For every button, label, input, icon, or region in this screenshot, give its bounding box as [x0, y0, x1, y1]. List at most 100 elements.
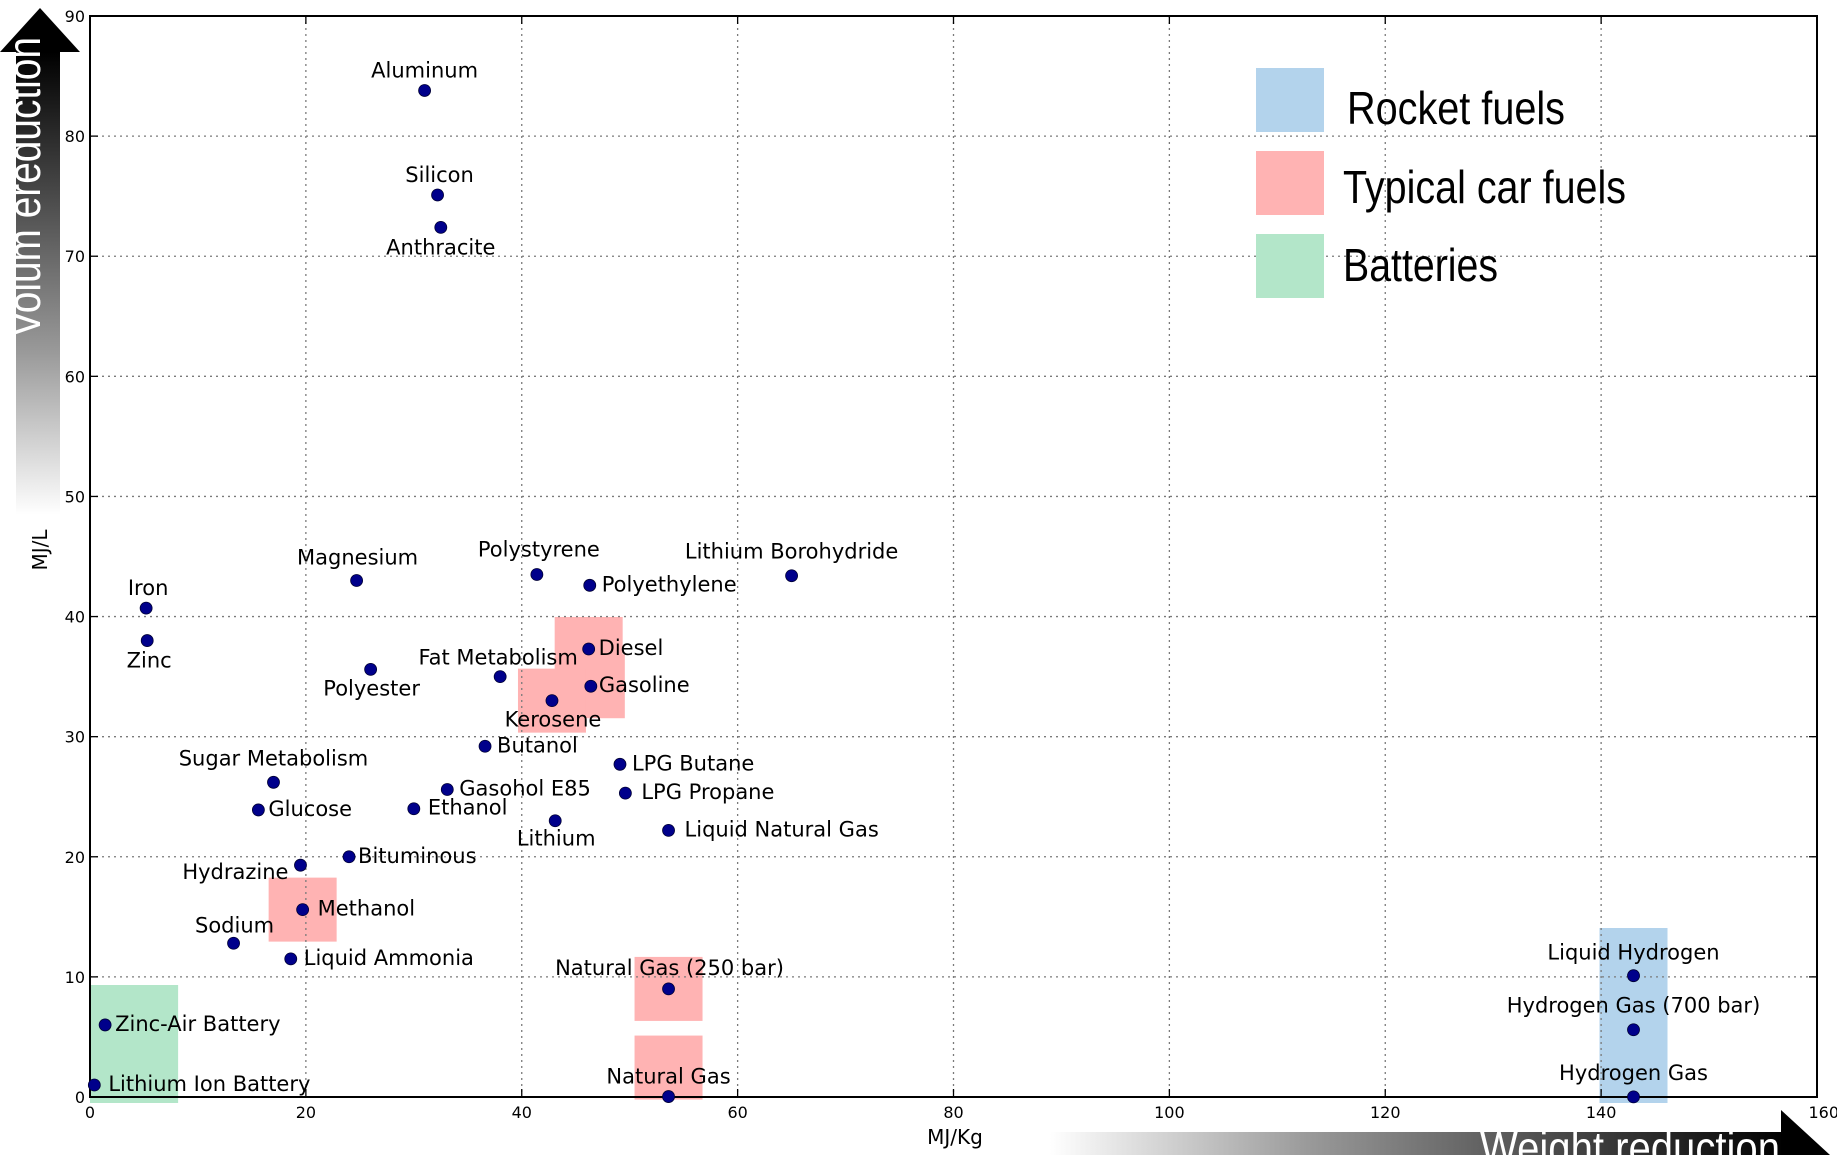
y-tick-label: 0 — [75, 1088, 85, 1107]
y-tick-label: 90 — [65, 7, 85, 26]
point-label-hydrogen-gas-700-bar: Hydrogen Gas (700 bar) — [1507, 994, 1761, 1018]
x-tick-label: 80 — [943, 1103, 963, 1122]
point-label-bituminous: Bituminous — [358, 844, 476, 868]
point-label-gasoline: Gasoline — [599, 673, 690, 697]
point-label-fat-metabolism: Fat Metabolism — [418, 646, 577, 670]
point-sugar-metabolism — [267, 775, 280, 789]
x-tick-label: 40 — [512, 1103, 532, 1122]
point-label-zinc-air-battery: Zinc-Air Battery — [115, 1012, 280, 1036]
point-label-butanol: Butanol — [497, 733, 578, 757]
point-magnesium — [350, 574, 364, 587]
point-label-ethanol: Ethanol — [428, 796, 508, 820]
point-anthracite — [434, 220, 448, 234]
x-tick-label: 20 — [296, 1103, 316, 1122]
legend: Rocket fuels Typical car fuels Batteries — [1256, 68, 1626, 298]
point-natural-gas-250-bar — [662, 982, 675, 996]
volume-reduction-arrow: Volum ereduction — [0, 8, 80, 515]
weight-reduction-arrow: Weight reduction — [1050, 1110, 1830, 1159]
point-gasohol-e85 — [440, 783, 454, 796]
point-label-hydrogen-gas: Hydrogen Gas — [1559, 1061, 1708, 1085]
legend-swatch-batteries — [1256, 234, 1324, 298]
point-label-lithium: Lithium — [517, 827, 596, 851]
point-label-lpg-butane: LPG Butane — [632, 751, 754, 775]
point-label-silicon: Silicon — [405, 163, 474, 187]
point-silicon — [431, 188, 444, 202]
point-label-polyester: Polyester — [323, 676, 420, 700]
point-label-zinc: Zinc — [127, 649, 172, 673]
y-tick-label: 10 — [65, 968, 85, 987]
point-fat-metabolism — [493, 670, 507, 684]
point-zinc — [140, 634, 154, 647]
weight-reduction-label: Weight reduction — [1480, 1122, 1780, 1155]
point-lithium-borohydride — [785, 569, 798, 583]
legend-label-car-fuels: Typical car fuels — [1343, 161, 1626, 213]
point-natural-gas — [662, 1090, 675, 1103]
point-label-iron: Iron — [128, 576, 169, 600]
point-lithium — [548, 814, 562, 828]
highlight-batteries — [90, 985, 176, 1103]
point-label-liquid-hydrogen: Liquid Hydrogen — [1547, 941, 1719, 965]
point-gasoline — [584, 679, 598, 693]
point-zinc-air-battery — [98, 1018, 112, 1032]
point-label-natural-gas: Natural Gas — [606, 1065, 730, 1089]
point-methanol — [296, 903, 310, 917]
legend-label-rocket-fuels: Rocket fuels — [1347, 82, 1565, 134]
point-label-liquid-natural-gas: Liquid Natural Gas — [685, 817, 879, 841]
highlight-typical-car-fuels — [634, 1035, 703, 1100]
legend-swatch-rocket-fuels — [1256, 68, 1324, 132]
point-aluminum — [418, 84, 432, 97]
point-polyester — [364, 663, 378, 676]
y-tick-label: 40 — [65, 608, 85, 627]
point-label-sodium: Sodium — [195, 913, 274, 937]
point-kerosene — [545, 694, 559, 708]
point-label-glucose: Glucose — [268, 797, 352, 821]
point-label-lpg-propane: LPG Propane — [641, 780, 774, 804]
y-tick-label: 80 — [65, 127, 85, 146]
x-tick-label: 60 — [727, 1103, 747, 1122]
point-hydrazine — [294, 858, 307, 872]
point-label-polystyrene: Polystyrene — [478, 538, 600, 562]
point-label-liquid-ammonia: Liquid Ammonia — [304, 946, 474, 970]
legend-swatch-car-fuels — [1256, 151, 1324, 215]
volume-reduction-label: Volum ereduction — [0, 37, 50, 337]
x-tick-label: 160 — [1808, 1103, 1837, 1122]
point-label-lithium-ion-battery: Lithium Ion Battery — [108, 1072, 310, 1096]
legend-label-batteries: Batteries — [1343, 239, 1498, 291]
point-hydrogen-gas-700-bar — [1627, 1023, 1640, 1037]
point-lpg-propane — [618, 786, 632, 800]
point-polyethylene — [583, 578, 597, 592]
point-polystyrene — [530, 568, 544, 581]
x-tick-label: 100 — [1154, 1103, 1185, 1122]
highlight-rocket-fuels — [1599, 928, 1668, 1103]
point-label-diesel: Diesel — [599, 636, 664, 660]
point-sodium — [227, 936, 240, 950]
point-label-magnesium: Magnesium — [297, 546, 418, 570]
y-tick-label: 70 — [65, 247, 85, 266]
y-axis-label: MJ/L — [28, 529, 52, 571]
point-diesel — [582, 642, 596, 656]
x-tick-label: 0 — [85, 1103, 95, 1122]
point-hydrogen-gas — [1627, 1090, 1640, 1104]
point-label-natural-gas-250-bar: Natural Gas (250 bar) — [555, 956, 784, 980]
point-label-sugar-metabolism: Sugar Metabolism — [179, 746, 369, 770]
point-lpg-butane — [613, 757, 627, 771]
point-ethanol — [407, 802, 421, 816]
point-bituminous — [342, 850, 356, 864]
point-label-polyethylene: Polyethylene — [602, 572, 737, 596]
x-tick-label: 120 — [1370, 1103, 1401, 1122]
point-liquid-ammonia — [284, 952, 298, 966]
point-iron — [139, 601, 153, 615]
point-label-aluminum: Aluminum — [371, 58, 478, 82]
x-tick-label: 140 — [1586, 1103, 1617, 1122]
point-label-anthracite: Anthracite — [386, 235, 495, 259]
point-label-gasohol-e85: Gasohol E85 — [459, 777, 591, 801]
point-butanol — [478, 739, 492, 753]
point-label-lithium-borohydride: Lithium Borohydride — [685, 540, 898, 564]
point-label-methanol: Methanol — [318, 897, 415, 921]
y-tick-label: 60 — [65, 367, 85, 386]
point-glucose — [251, 803, 265, 817]
point-label-kerosene: Kerosene — [505, 708, 602, 732]
x-axis-label: MJ/Kg — [927, 1125, 983, 1149]
